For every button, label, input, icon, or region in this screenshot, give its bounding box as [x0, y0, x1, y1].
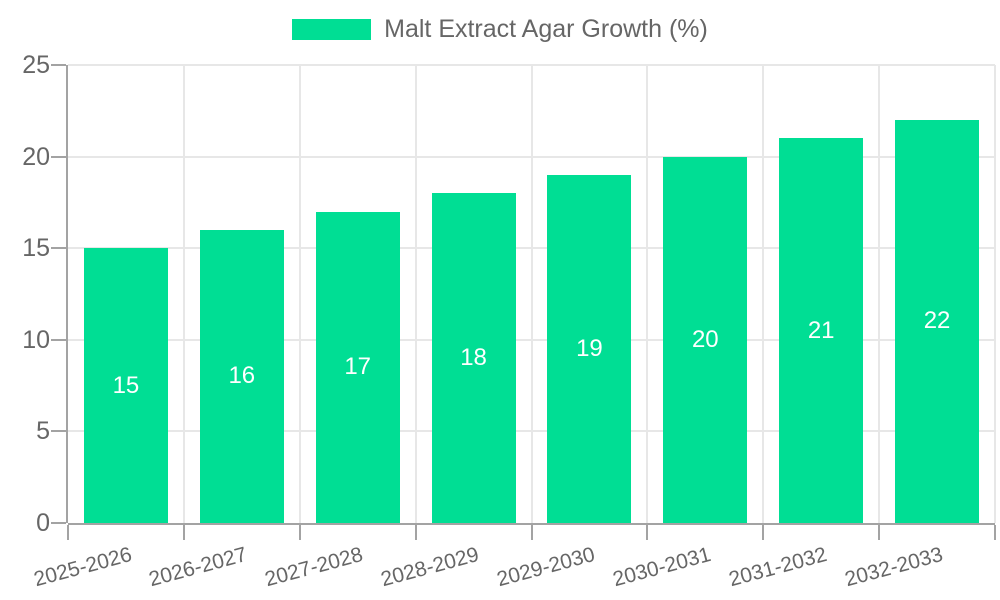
- y-tick-mark: [51, 247, 66, 250]
- bar-value-label: 22: [923, 307, 951, 335]
- y-tick-label: 20: [22, 142, 50, 171]
- x-tick-mark: [298, 525, 301, 540]
- x-gridline: [298, 65, 301, 523]
- x-tick-label: 2030-2031: [610, 543, 714, 592]
- bar-value-label: 16: [228, 362, 256, 390]
- y-tick-label: 15: [22, 234, 50, 263]
- bar-value-label: 20: [691, 325, 719, 353]
- bar-value-label: 19: [576, 334, 603, 362]
- bar[interactable]: 18: [431, 193, 516, 523]
- x-tick-mark: [878, 525, 881, 540]
- y-tick-label: 5: [36, 417, 50, 446]
- x-tick-label: 2031-2032: [726, 543, 830, 592]
- legend-label: Malt Extract Agar Growth (%): [384, 15, 708, 43]
- y-tick-label: 0: [36, 509, 50, 537]
- x-tick-label: 2028-2029: [378, 543, 482, 592]
- bar[interactable]: 17: [315, 211, 400, 523]
- x-gridline: [762, 65, 765, 523]
- x-tick-label: 2026-2027: [146, 543, 250, 592]
- bar[interactable]: 20: [663, 156, 748, 523]
- bar-value-label: 21: [807, 316, 835, 344]
- x-tick-mark: [67, 525, 69, 540]
- y-tick-mark: [51, 155, 66, 158]
- y-tick-mark: [51, 522, 66, 524]
- x-tick-label: 2027-2028: [262, 543, 366, 592]
- x-axis-line: [68, 523, 995, 525]
- bar[interactable]: 16: [199, 229, 284, 523]
- x-gridline: [646, 65, 649, 523]
- y-axis-line: [66, 65, 68, 523]
- y-tick-mark: [51, 338, 66, 341]
- x-gridline: [878, 65, 881, 523]
- y-tick-mark: [51, 64, 66, 66]
- x-tick-mark: [182, 525, 185, 540]
- x-tick-mark: [762, 525, 765, 540]
- bar-value-label: 15: [112, 371, 140, 399]
- bar[interactable]: 19: [547, 174, 632, 523]
- x-gridline: [994, 65, 996, 523]
- x-gridline: [530, 65, 533, 523]
- bar[interactable]: 15: [83, 248, 168, 523]
- x-tick-mark: [414, 525, 417, 540]
- bar[interactable]: 21: [779, 138, 864, 523]
- y-tick-mark: [51, 430, 66, 433]
- bar-value-label: 17: [344, 353, 372, 381]
- bar-value-label: 18: [460, 344, 487, 372]
- x-gridline: [182, 65, 185, 523]
- x-tick-label: 2025-2026: [30, 543, 134, 592]
- legend-swatch: [292, 19, 372, 41]
- legend-item[interactable]: Malt Extract Agar Growth (%): [0, 15, 1000, 44]
- x-tick-mark: [530, 525, 533, 540]
- x-tick-mark: [994, 525, 996, 540]
- y-tick-label: 25: [22, 51, 50, 79]
- x-tick-mark: [646, 525, 649, 540]
- x-gridline: [414, 65, 417, 523]
- plot-area: 15 16 17 18 19 20 21 22: [51, 64, 996, 540]
- x-tick-label: 2029-2030: [494, 543, 598, 592]
- bar[interactable]: 22: [895, 119, 980, 523]
- y-tick-label: 10: [22, 325, 50, 354]
- x-tick-label: 2032-2033: [842, 543, 946, 592]
